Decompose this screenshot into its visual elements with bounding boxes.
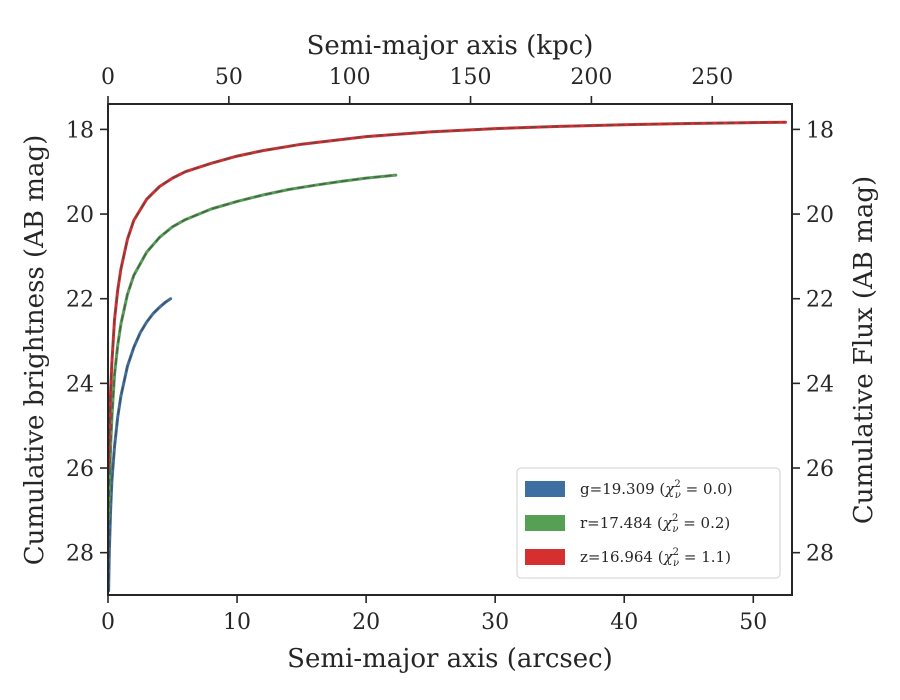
series-model-line-0 — [107, 298, 172, 591]
y-tick-label-0: 18 — [66, 118, 94, 143]
legend-box — [516, 467, 781, 579]
y-tick-label-3: 24 — [66, 372, 94, 397]
x-tick-label-1: 10 — [223, 610, 251, 635]
y-tick-label-5: 28 — [66, 542, 94, 567]
series-model-line-2 — [107, 121, 786, 469]
right-y-tick-label-2: 22 — [806, 288, 834, 313]
axis-ticks: 0 10 20 30 40 50 0 50 100 150 200 250 18 18 20 20 22 22 24… — [66, 65, 834, 635]
legend: g=19.309 (χ2 ν = 0.0) r=17.484 (χ2 ν = 0.2)… — [516, 467, 781, 579]
right-y-tick-label-4: 26 — [806, 457, 834, 482]
legend-label-1: r=17.484 (χ2 ν = 0.2) — [580, 513, 730, 535]
top-x-tick-label-2: 100 — [329, 65, 371, 90]
x-tick-label-4: 40 — [610, 610, 638, 635]
series-line-2 — [107, 120, 787, 470]
series-model-line-1 — [107, 174, 396, 519]
right-y-axis-label: Cumulative Flux (AB mag) — [849, 176, 879, 524]
legend-label-0: g=19.309 (χ2 ν = 0.0) — [580, 479, 733, 501]
legend-swatch-2 — [525, 549, 565, 565]
right-y-tick-label-3: 24 — [806, 372, 834, 397]
plot-frame — [107, 103, 793, 596]
series-line-1 — [107, 173, 398, 521]
top-x-tick-label-4: 200 — [570, 65, 612, 90]
x-tick-label-3: 30 — [481, 610, 509, 635]
series-lines — [107, 120, 787, 593]
x-axis-label: Semi-major axis (arcsec) — [287, 644, 613, 674]
x-tick-label-2: 20 — [352, 610, 380, 635]
right-y-tick-label-5: 28 — [806, 542, 834, 567]
top-x-axis-label: Semi-major axis (kpc) — [307, 31, 594, 61]
x-tick-label-5: 50 — [739, 610, 767, 635]
legend-label-2: z=16.964 (χ2 ν = 1.1) — [580, 547, 731, 569]
legend-swatch-1 — [525, 515, 565, 531]
top-x-tick-label-5: 250 — [691, 65, 733, 90]
y-tick-label-2: 22 — [66, 288, 94, 313]
y-tick-label-1: 20 — [66, 203, 94, 228]
top-x-tick-label-0: 0 — [101, 65, 115, 90]
x-tick-label-0: 0 — [101, 610, 115, 635]
top-x-tick-label-1: 50 — [215, 65, 243, 90]
right-y-tick-label-0: 18 — [806, 118, 834, 143]
top-x-tick-label-3: 150 — [450, 65, 492, 90]
legend-swatch-0 — [525, 481, 565, 497]
y-axis-label: Cumulative brightness (AB mag) — [20, 135, 50, 566]
right-y-tick-label-1: 20 — [806, 203, 834, 228]
y-tick-label-4: 26 — [66, 457, 94, 482]
